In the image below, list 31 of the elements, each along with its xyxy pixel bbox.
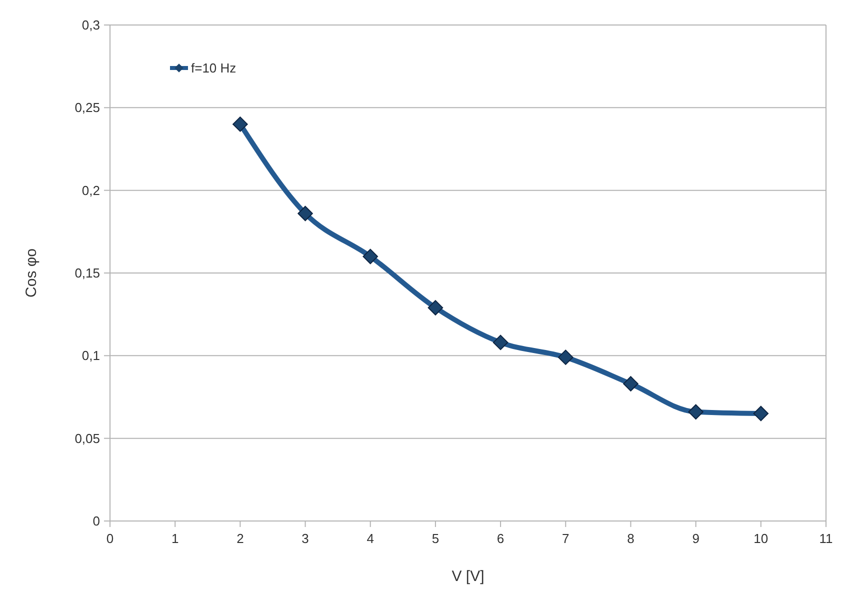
x-tick-label: 10 xyxy=(754,531,768,546)
point xyxy=(362,248,378,264)
point xyxy=(753,406,769,422)
point xyxy=(688,404,704,420)
point xyxy=(298,206,313,222)
x-tick-label: 5 xyxy=(432,531,440,546)
y-tick-label: 0 xyxy=(92,514,100,529)
x-tick-label: 8 xyxy=(627,531,634,546)
point xyxy=(558,350,574,365)
legend-label: f=10 Hz xyxy=(191,60,236,76)
x-tick-label: 4 xyxy=(366,531,374,546)
point xyxy=(232,116,248,132)
point xyxy=(428,300,444,316)
point xyxy=(492,334,508,350)
x-tick-label: 2 xyxy=(236,531,244,546)
y-tick-label: 0,05 xyxy=(74,430,100,446)
x-tick-label: 6 xyxy=(496,531,504,546)
x-tick-label: 7 xyxy=(562,531,570,546)
y-tick-label: 0,3 xyxy=(82,18,100,33)
y-tick-label: 0,15 xyxy=(74,266,100,281)
x-tick-label: 0 xyxy=(106,531,114,546)
x-tick-label: 9 xyxy=(692,531,700,546)
x-tick-label: 11 xyxy=(819,531,833,546)
x-tick-label: 1 xyxy=(171,531,179,546)
y-tick-label: 0,2 xyxy=(82,182,100,198)
y-tick-label: 0,1 xyxy=(82,348,100,364)
x-tick-label: 3 xyxy=(302,531,309,546)
y-tick-label: 0,25 xyxy=(74,100,100,116)
point xyxy=(623,376,638,392)
x-axis-title: V [V] xyxy=(452,568,484,585)
y-axis-title: Cos φo xyxy=(23,248,40,298)
